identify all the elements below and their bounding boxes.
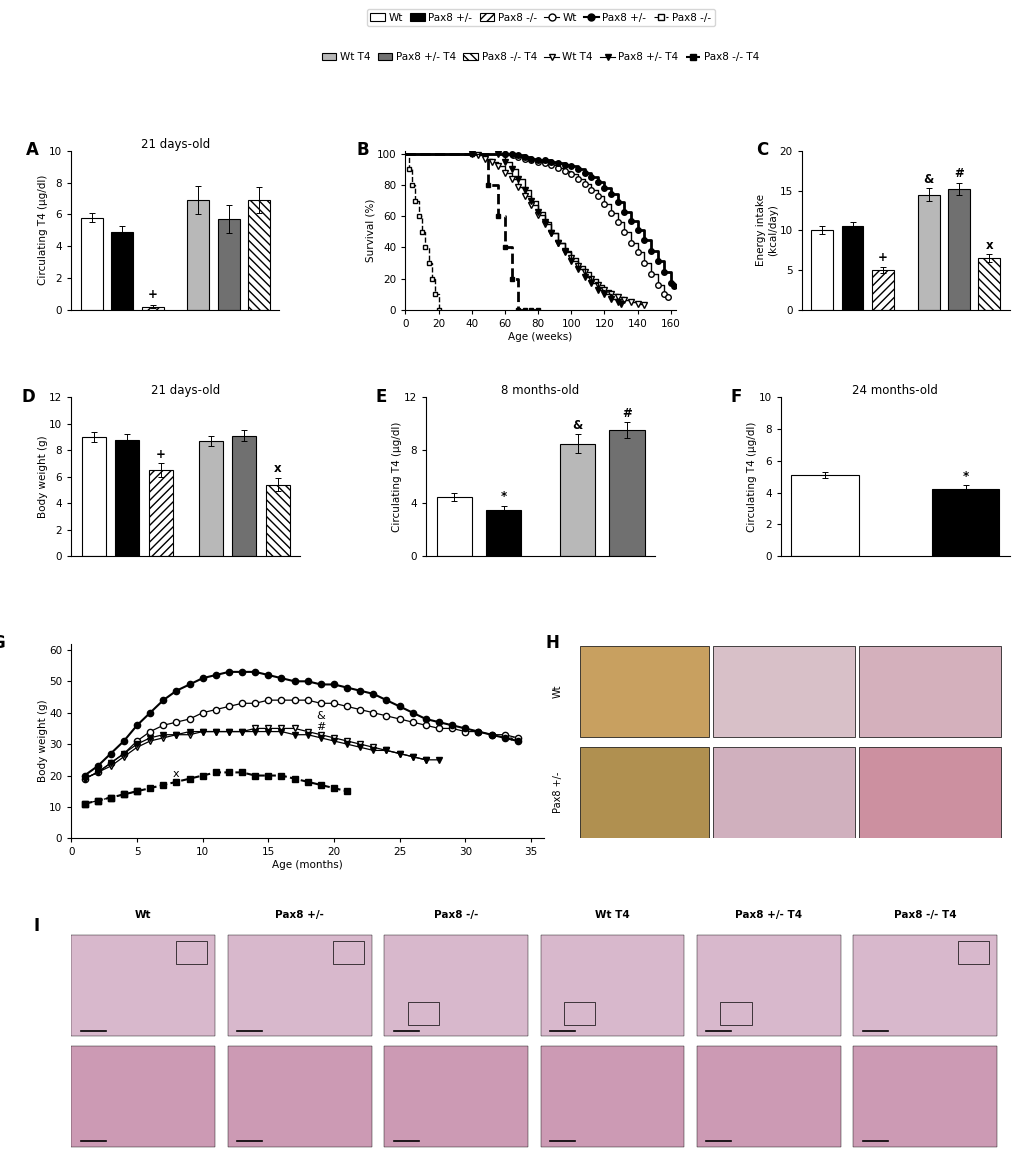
Text: x: x bbox=[173, 769, 179, 779]
Text: &: & bbox=[922, 173, 932, 186]
Text: B: B bbox=[357, 141, 369, 159]
Bar bbox=[199, 440, 223, 556]
Bar bbox=[408, 1002, 438, 1026]
Bar bbox=[187, 200, 209, 310]
FancyBboxPatch shape bbox=[712, 646, 854, 737]
Text: *: * bbox=[500, 491, 506, 503]
Bar bbox=[115, 439, 140, 556]
Bar bbox=[384, 936, 528, 1036]
Text: *: * bbox=[962, 470, 968, 484]
Text: I: I bbox=[34, 917, 40, 934]
Text: Pax8 -/- T4: Pax8 -/- T4 bbox=[894, 910, 956, 920]
Bar bbox=[227, 936, 371, 1036]
Bar bbox=[977, 258, 1000, 310]
Y-axis label: Body weight (g): Body weight (g) bbox=[38, 700, 48, 783]
Bar bbox=[957, 940, 988, 964]
Text: +: + bbox=[148, 288, 157, 301]
Bar bbox=[559, 444, 595, 556]
X-axis label: Age (months): Age (months) bbox=[272, 860, 342, 870]
Text: #: # bbox=[953, 167, 963, 180]
Text: H: H bbox=[545, 634, 559, 652]
Y-axis label: Circulating T4 (μg/dl): Circulating T4 (μg/dl) bbox=[38, 175, 48, 285]
Bar bbox=[227, 1045, 371, 1147]
Bar bbox=[384, 1045, 528, 1147]
Text: Wt: Wt bbox=[552, 684, 562, 698]
Bar bbox=[71, 1045, 215, 1147]
Bar bbox=[853, 1045, 997, 1147]
Bar bbox=[149, 470, 172, 556]
Text: &: & bbox=[572, 418, 582, 432]
Bar bbox=[266, 485, 289, 556]
Text: F: F bbox=[730, 388, 741, 405]
FancyBboxPatch shape bbox=[859, 746, 1001, 839]
Bar bbox=[947, 189, 969, 310]
Bar bbox=[176, 940, 207, 964]
FancyBboxPatch shape bbox=[580, 646, 708, 737]
Bar bbox=[82, 437, 106, 556]
Bar bbox=[791, 475, 858, 556]
Bar bbox=[696, 1045, 840, 1147]
Text: Wt T4: Wt T4 bbox=[594, 910, 630, 920]
Bar bbox=[485, 509, 521, 556]
Bar bbox=[232, 436, 256, 556]
Text: Pax8 +/-: Pax8 +/- bbox=[275, 910, 324, 920]
Bar bbox=[81, 217, 103, 310]
FancyBboxPatch shape bbox=[859, 646, 1001, 737]
Text: Pax8 +/-: Pax8 +/- bbox=[552, 772, 562, 813]
Text: Wt: Wt bbox=[135, 910, 152, 920]
Y-axis label: Circulating T4 (μg/dl): Circulating T4 (μg/dl) bbox=[392, 422, 403, 531]
Text: +: + bbox=[156, 447, 165, 461]
FancyBboxPatch shape bbox=[580, 746, 708, 839]
Text: x: x bbox=[274, 463, 281, 475]
Text: E: E bbox=[375, 388, 387, 405]
Bar bbox=[111, 232, 133, 310]
Y-axis label: Survival (%): Survival (%) bbox=[365, 199, 375, 262]
Text: C: C bbox=[755, 141, 767, 159]
Text: +: + bbox=[877, 251, 887, 264]
Bar bbox=[332, 940, 364, 964]
Title: 21 days-old: 21 days-old bbox=[151, 384, 220, 397]
Bar bbox=[217, 220, 239, 310]
Legend: Wt T4, Pax8 +/- T4, Pax8 -/- T4, Wt T4, Pax8 +/- T4, Pax8 -/- T4: Wt T4, Pax8 +/- T4, Pax8 -/- T4, Wt T4, … bbox=[318, 49, 762, 65]
Text: &: & bbox=[316, 711, 325, 721]
Bar bbox=[142, 306, 163, 310]
Bar bbox=[696, 936, 840, 1036]
Text: #: # bbox=[622, 406, 631, 419]
Title: 24 months-old: 24 months-old bbox=[852, 384, 937, 397]
Text: #: # bbox=[316, 722, 325, 732]
Bar bbox=[71, 936, 215, 1036]
Bar bbox=[917, 195, 938, 310]
Bar bbox=[841, 227, 863, 310]
Bar bbox=[608, 430, 644, 556]
Bar bbox=[564, 1002, 595, 1026]
Title: 8 months-old: 8 months-old bbox=[501, 384, 579, 397]
Text: A: A bbox=[25, 141, 39, 159]
Bar bbox=[871, 270, 893, 310]
Bar bbox=[436, 496, 472, 556]
Y-axis label: Body weight (g): Body weight (g) bbox=[38, 436, 48, 517]
Y-axis label: Energy intake
(kcal/day): Energy intake (kcal/day) bbox=[756, 194, 777, 266]
Bar bbox=[248, 200, 270, 310]
Bar bbox=[931, 489, 999, 556]
Text: D: D bbox=[21, 388, 35, 405]
X-axis label: Age (weeks): Age (weeks) bbox=[508, 332, 572, 341]
Text: G: G bbox=[0, 634, 5, 652]
Bar bbox=[719, 1002, 751, 1026]
Text: *: * bbox=[507, 736, 514, 746]
FancyBboxPatch shape bbox=[712, 746, 854, 839]
Text: x: x bbox=[984, 238, 993, 252]
Title: 21 days-old: 21 days-old bbox=[141, 138, 210, 151]
Y-axis label: Circulating T4 (μg/dl): Circulating T4 (μg/dl) bbox=[747, 422, 757, 531]
Bar bbox=[540, 1045, 684, 1147]
Text: Pax8 -/-: Pax8 -/- bbox=[433, 910, 478, 920]
Bar bbox=[810, 230, 833, 310]
Bar bbox=[540, 936, 684, 1036]
Text: Pax8 +/- T4: Pax8 +/- T4 bbox=[735, 910, 802, 920]
Bar bbox=[853, 936, 997, 1036]
